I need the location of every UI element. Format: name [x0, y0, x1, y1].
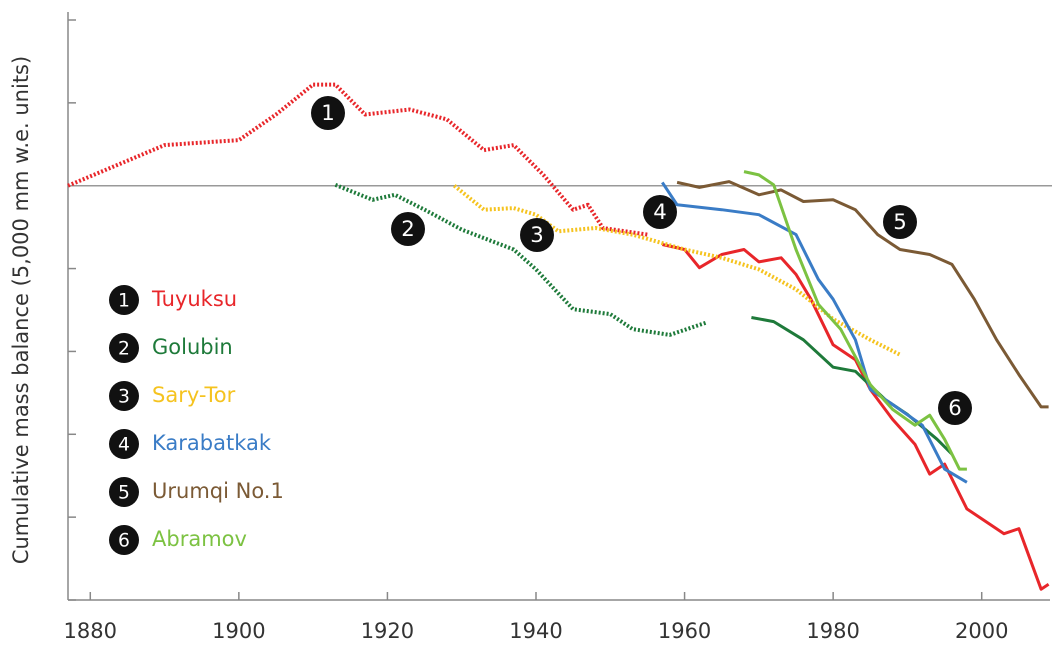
measured-line: [661, 181, 968, 484]
legend-label: Tuyuksu: [151, 287, 237, 311]
series-badge: [643, 195, 677, 229]
measured-line: [661, 243, 1050, 591]
legend-label: Sary-Tor: [152, 383, 236, 407]
measured-line: [751, 316, 954, 456]
series-badge-number: 6: [948, 396, 962, 421]
series-badge: [938, 391, 972, 425]
legend-badge: [109, 429, 139, 459]
series-badge-number: 5: [893, 210, 907, 235]
reconstructed-line: [334, 183, 708, 337]
series-badge-number: 2: [401, 217, 415, 242]
legend-badge: [109, 285, 139, 315]
legend-badge: [109, 525, 139, 555]
legend-badge: [109, 333, 139, 363]
x-tick-label: 1980: [806, 619, 859, 643]
series-badge: [883, 205, 917, 239]
x-tick-label: 1920: [361, 619, 414, 643]
legend-label: Karabatkak: [152, 431, 272, 455]
legend-badge-number: 4: [118, 435, 130, 456]
y-axis-label: Cumulative mass balance (5,000 mm w.e. u…: [9, 56, 33, 564]
x-tick-label: 1900: [212, 619, 265, 643]
reconstructed-line: [67, 82, 648, 237]
series-badge: [391, 212, 425, 246]
series-badge-number: 3: [530, 223, 544, 248]
legend-badge-number: 3: [118, 387, 130, 408]
legend-badge: [109, 381, 139, 411]
legend-label: Abramov: [152, 527, 247, 551]
measured-line: [676, 180, 1049, 409]
series-badge: [311, 96, 345, 130]
legend-badge-number: 2: [118, 339, 130, 360]
measured-line: [743, 170, 967, 471]
x-tick-label: 1960: [658, 619, 711, 643]
legend-label: Golubin: [152, 335, 233, 359]
legend-badge-number: 6: [118, 531, 130, 552]
x-tick-label: 2000: [955, 619, 1008, 643]
reconstructed-line: [453, 184, 901, 357]
legend-label: Urumqi No.1: [152, 479, 284, 503]
x-tick-label: 1940: [509, 619, 562, 643]
series-badge: [520, 218, 554, 252]
legend-badge-number: 1: [118, 291, 130, 312]
x-tick-label: 1880: [64, 619, 117, 643]
series-badge-number: 1: [321, 101, 335, 126]
legend-badge-number: 5: [118, 483, 130, 504]
series-badge-number: 4: [653, 200, 667, 225]
legend-badge: [109, 477, 139, 507]
